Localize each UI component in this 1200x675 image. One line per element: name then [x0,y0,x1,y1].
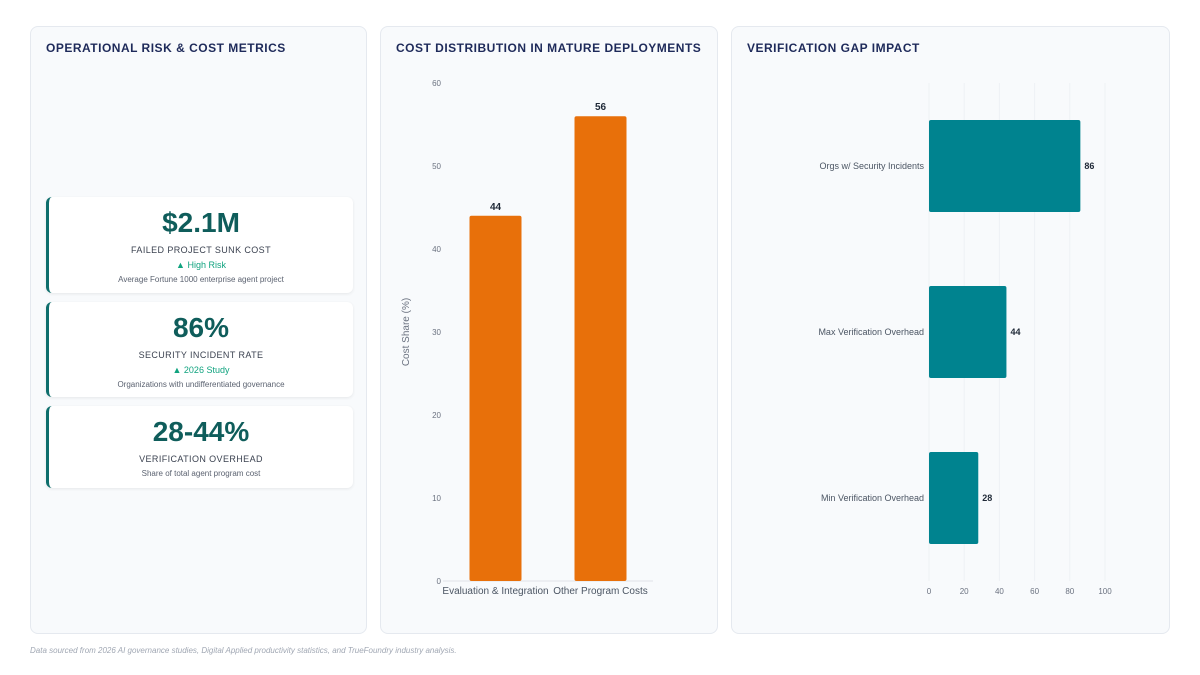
x-tick-label: 0 [927,587,932,596]
metrics-panel-title: OPERATIONAL RISK & COST METRICS [46,41,286,55]
y-tick-label: 60 [432,79,441,88]
kpi-description: Share of total agent program cost [141,469,261,478]
kpi-label: SECURITY INCIDENT RATE [138,350,264,360]
kpi-label: FAILED PROJECT SUNK COST [131,245,271,255]
y-tick-label: 40 [432,245,441,254]
x-tick-label: Other Program Costs [553,586,647,597]
kpi-value: 28-44% [152,416,250,447]
verification-gap-panel: VERIFICATION GAP IMPACT 0 20 40 60 80 100 86 Or… [731,26,1170,634]
kpi-card-incident-rate: 86% SECURITY INCIDENT RATE ▲ 2026 Study … [46,302,353,397]
bar-value-label: 28 [982,493,992,503]
x-tick-label: 40 [995,587,1004,596]
kpi-badge: ▲ 2026 Study [172,365,230,375]
cost-distribution-panel: COST DISTRIBUTION IN MATURE DEPLOYMENTS … [380,26,718,634]
bar [469,215,522,582]
y-axis-label: Cost Share (%) [401,298,412,366]
x-tick-label: 20 [960,587,969,596]
kpi-card-verification-overhead: 28-44% VERIFICATION OVERHEAD Share of to… [46,406,353,488]
kpi-value: $2.1M [162,207,240,238]
kpi-badge: ▲ High Risk [176,260,226,270]
kpi-value: 86% [172,312,230,343]
kpi-description: Organizations with undifferentiated gove… [117,380,285,389]
y-tick-label: Max Verification Overhead [818,327,924,337]
bar-value-label: 44 [1010,327,1020,337]
bar-value-label: 86 [1084,161,1094,171]
bar-value-label: 44 [490,202,502,213]
y-tick-label: 0 [437,577,442,586]
y-tick-label: 50 [432,162,441,171]
kpi-label: VERIFICATION OVERHEAD [139,454,263,464]
x-tick-label: Evaluation & Integration [442,586,548,597]
x-tick-label: 60 [1030,587,1039,596]
x-tick-label: 100 [1098,587,1112,596]
cost-distribution-chart: 0 10 20 30 40 50 60 Cost Share (%) 44 Evaluation … [401,79,653,597]
metrics-panel: OPERATIONAL RISK & COST METRICS $2.1M FA… [30,26,367,634]
y-tick-label: Orgs w/ Security Incidents [819,161,924,171]
y-tick-label: 30 [432,328,441,337]
kpi-description: Average Fortune 1000 enterprise agent pr… [118,275,284,284]
bar [929,452,979,544]
y-tick-label: 20 [432,411,441,420]
cost-chart-title: COST DISTRIBUTION IN MATURE DEPLOYMENTS [396,41,702,55]
bar [574,116,627,581]
y-tick-label: Min Verification Overhead [821,493,924,503]
bar [929,120,1081,212]
gap-chart-title: VERIFICATION GAP IMPACT [747,41,920,55]
footnote: Data sourced from 2026 AI governance stu… [30,646,457,655]
kpi-card-sunk-cost: $2.1M FAILED PROJECT SUNK COST ▲ High Ri… [46,197,353,293]
bar [929,286,1007,378]
bar-value-label: 56 [595,102,607,113]
y-tick-label: 10 [432,494,441,503]
verification-gap-chart: 0 20 40 60 80 100 86 Orgs w/ Security Incidents… [818,83,1112,596]
x-tick-label: 80 [1065,587,1074,596]
